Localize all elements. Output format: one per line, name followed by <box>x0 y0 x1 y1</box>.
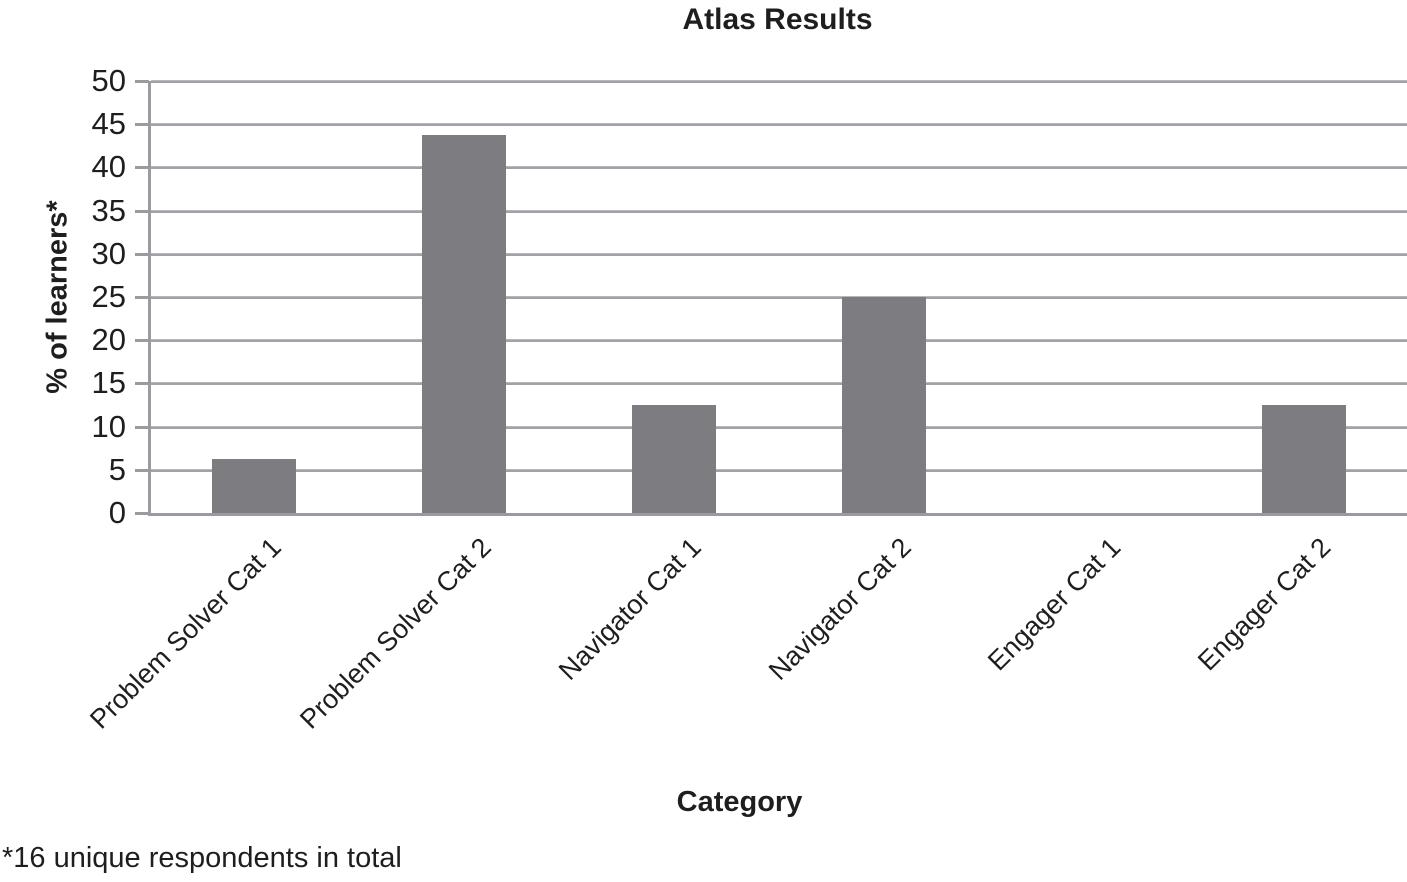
gridline <box>151 382 1407 386</box>
x-category-label: Engager Cat 2 <box>1191 532 1337 677</box>
y-tick-label: 0 <box>108 495 126 530</box>
footnote: *16 unique respondents in total <box>2 842 402 874</box>
y-tick-label: 10 <box>91 408 126 444</box>
gridline <box>151 252 1407 256</box>
gridline <box>151 425 1407 429</box>
bar <box>212 459 297 513</box>
y-tick-label: 25 <box>91 279 126 314</box>
y-tick-label: 40 <box>91 149 126 185</box>
x-category-label: Problem Solver Cat 1 <box>84 532 288 735</box>
gridline <box>151 339 1407 343</box>
chart-title: Atlas Results <box>682 3 873 36</box>
y-tick-mark <box>135 209 149 213</box>
y-tick-label: 50 <box>91 63 126 98</box>
y-tick-mark <box>135 382 149 386</box>
y-tick-label: 45 <box>91 106 126 142</box>
y-tick-mark <box>135 512 149 515</box>
y-tick-mark <box>135 252 149 256</box>
y-tick-label: 20 <box>91 322 126 358</box>
bar <box>422 135 507 513</box>
y-tick-mark <box>135 80 149 83</box>
y-tick-label: 15 <box>91 365 126 401</box>
y-tick-label: 35 <box>91 192 126 228</box>
bar <box>632 405 717 513</box>
gridline <box>151 123 1407 127</box>
plot-area <box>148 80 1407 516</box>
y-tick-mark <box>135 296 149 299</box>
bar <box>1261 405 1346 513</box>
x-category-label: Problem Solver Cat 2 <box>294 532 497 735</box>
gridline <box>151 166 1407 170</box>
y-tick-mark <box>135 166 149 170</box>
y-tick-mark <box>135 339 149 343</box>
gridline <box>151 296 1407 299</box>
x-axis-title: Category <box>676 786 803 818</box>
x-category-label: Navigator Cat 2 <box>762 532 917 686</box>
y-tick-mark <box>135 425 149 429</box>
y-tick-mark <box>135 468 149 472</box>
bar <box>841 297 926 513</box>
gridline <box>151 468 1407 472</box>
y-axis-title: % of learners* <box>41 200 74 394</box>
x-category-label: Engager Cat 1 <box>982 532 1127 677</box>
gridline <box>151 209 1407 213</box>
y-tick-label: 30 <box>91 235 126 271</box>
y-tick-label: 5 <box>108 451 126 487</box>
gridline <box>151 80 1407 83</box>
y-tick-mark <box>135 123 149 127</box>
x-category-label: Navigator Cat 1 <box>552 532 707 686</box>
